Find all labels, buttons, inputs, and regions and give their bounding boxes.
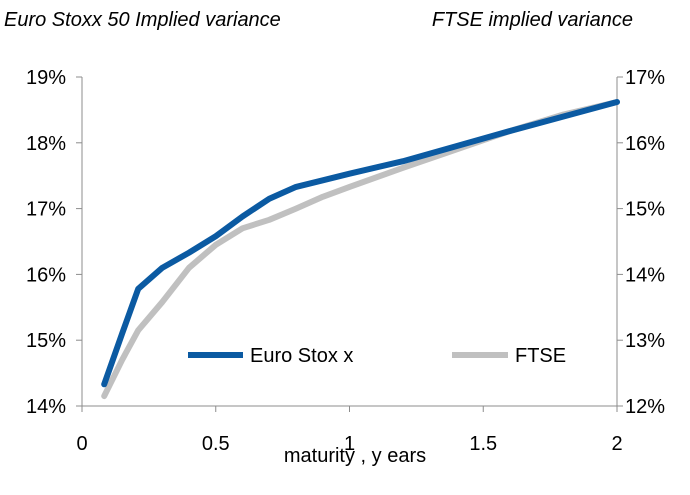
x-axis-label: maturity , y ears bbox=[284, 445, 426, 467]
left-y-tick-label: 14% bbox=[26, 396, 66, 418]
left-y-tick-label: 18% bbox=[26, 133, 66, 155]
right-y-tick-label: 14% bbox=[625, 264, 665, 286]
axes bbox=[76, 76, 623, 412]
legend: Euro Stox x FTSE bbox=[188, 345, 566, 367]
x-tick-label: 2 bbox=[611, 433, 622, 455]
x-tick-label: 1 bbox=[344, 433, 355, 455]
x-tick-label: 0 bbox=[76, 433, 87, 455]
tick-labels: 14% 15% 16% 17% 18% 19% 12% 13% 14% 15% 16% 17% 0 0.5… bbox=[26, 67, 665, 455]
left-y-tick-label: 17% bbox=[26, 199, 66, 221]
x-tick-label: 0.5 bbox=[202, 433, 230, 455]
x-tick-label: 1.5 bbox=[469, 433, 497, 455]
left-y-tick-label: 15% bbox=[26, 330, 66, 352]
right-axis-title: FTSE implied variance bbox=[432, 9, 633, 31]
series-lines bbox=[101, 99, 620, 400]
legend-label: Euro Stox x bbox=[250, 345, 353, 367]
left-y-tick-label: 19% bbox=[26, 67, 66, 89]
left-axis-title: Euro Stoxx 50 Implied variance bbox=[4, 9, 281, 31]
right-y-tick-label: 16% bbox=[625, 133, 665, 155]
right-y-tick-label: 15% bbox=[625, 199, 665, 221]
series-line-euro-stox-x bbox=[101, 99, 620, 388]
left-y-tick-label: 16% bbox=[26, 264, 66, 286]
right-y-tick-label: 12% bbox=[625, 396, 665, 418]
right-y-tick-label: 13% bbox=[625, 330, 665, 352]
legend-label: FTSE bbox=[515, 345, 566, 367]
right-y-tick-label: 17% bbox=[625, 67, 665, 89]
